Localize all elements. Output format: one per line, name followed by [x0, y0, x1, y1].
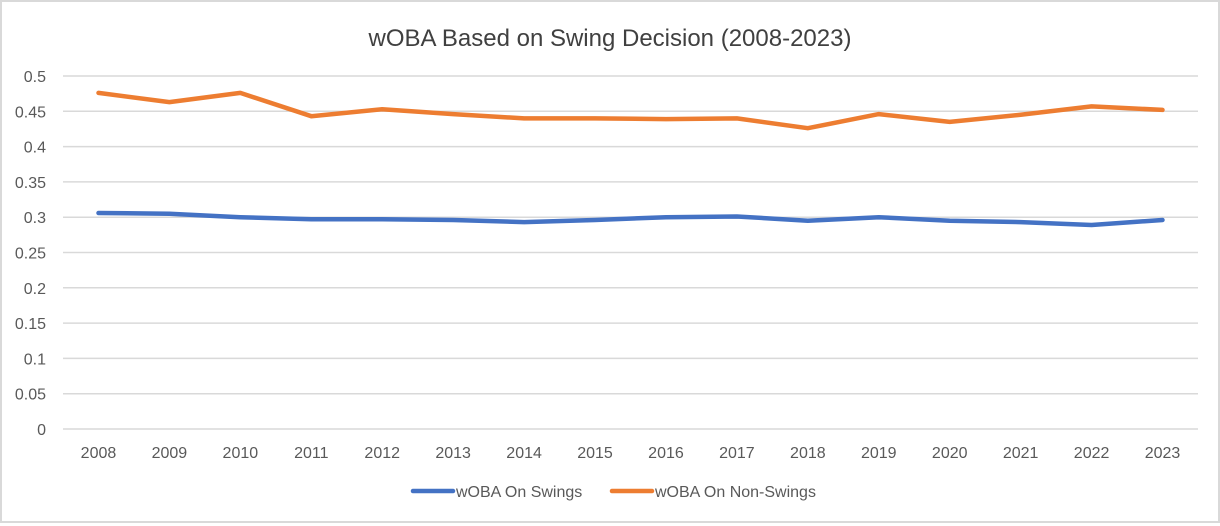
y-tick-label: 0.05: [15, 387, 46, 404]
x-axis-tick-labels: 2008 2009 2010 2011 2012 2013 2014 2015 2016 2017…: [81, 445, 1181, 462]
x-tick-label: 2023: [1145, 445, 1181, 462]
x-tick-label: 2009: [152, 445, 188, 462]
x-tick-label: 2022: [1074, 445, 1110, 462]
chart-title: wOBA Based on Swing Decision (2008-2023): [368, 25, 852, 52]
y-tick-label: 0.45: [15, 104, 46, 121]
y-tick-label: 0.25: [15, 246, 46, 263]
series-line-non-swings: [96, 90, 1165, 131]
gridlines: [63, 75, 1198, 430]
legend-item-swings[interactable]: wOBA On Swings: [410, 484, 582, 501]
x-tick-label: 2017: [719, 445, 755, 462]
x-tick-label: 2013: [435, 445, 471, 462]
x-tick-label: 2019: [861, 445, 897, 462]
x-tick-label: 2012: [364, 445, 400, 462]
x-tick-label: 2020: [932, 445, 968, 462]
y-tick-label: 0.4: [24, 140, 46, 157]
legend[interactable]: wOBA On Swings wOBA On Non-Swings: [410, 484, 816, 501]
y-tick-label: 0.15: [15, 316, 46, 333]
y-tick-label: 0.2: [24, 281, 46, 298]
x-tick-label: 2014: [506, 445, 542, 462]
x-tick-label: 2021: [1003, 445, 1039, 462]
series-line-swings: [96, 210, 1165, 228]
y-tick-label: 0.5: [24, 69, 46, 86]
x-tick-label: 2011: [294, 445, 329, 462]
x-tick-label: 2008: [81, 445, 117, 462]
x-tick-label: 2010: [223, 445, 259, 462]
x-tick-label: 2016: [648, 445, 684, 462]
y-tick-label: 0.1: [24, 351, 46, 368]
legend-item-non-swings[interactable]: wOBA On Non-Swings: [609, 484, 816, 501]
x-tick-label: 2018: [790, 445, 826, 462]
y-tick-label: 0: [37, 422, 46, 439]
y-tick-label: 0.3: [24, 210, 46, 227]
series-lines: [96, 90, 1165, 228]
y-tick-label: 0.35: [15, 175, 46, 192]
x-tick-label: 2015: [577, 445, 613, 462]
y-axis-tick-labels: 0 0.05 0.1 0.15 0.2 0.25 0.3 0.35 0.4 0.45 0.5: [15, 69, 46, 439]
legend-label: wOBA On Swings: [455, 484, 582, 501]
legend-label: wOBA On Non-Swings: [654, 484, 816, 501]
